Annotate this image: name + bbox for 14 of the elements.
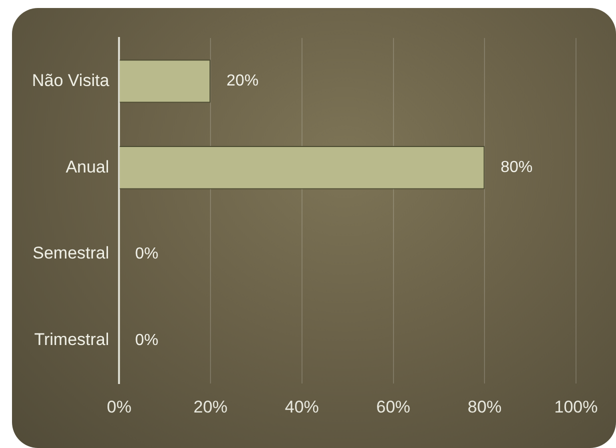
x-tick-label: 60% — [376, 397, 410, 416]
x-tick-label: 80% — [468, 397, 502, 416]
data-label: 0% — [135, 245, 158, 262]
data-label: 20% — [226, 72, 259, 90]
data-label: 0% — [135, 332, 158, 349]
y-tick-label: Trimestral — [34, 330, 110, 350]
x-tick-label: 20% — [194, 397, 228, 416]
y-tick-label: Semestral — [32, 244, 110, 263]
y-tick-label: Não Visita — [32, 70, 110, 90]
data-label: 80% — [500, 159, 533, 176]
x-tick-label: 40% — [284, 397, 319, 416]
y-tick-label: Anual — [66, 157, 110, 176]
x-tick-label: 0% — [106, 397, 132, 416]
x-tick-label: 100% — [554, 397, 598, 416]
